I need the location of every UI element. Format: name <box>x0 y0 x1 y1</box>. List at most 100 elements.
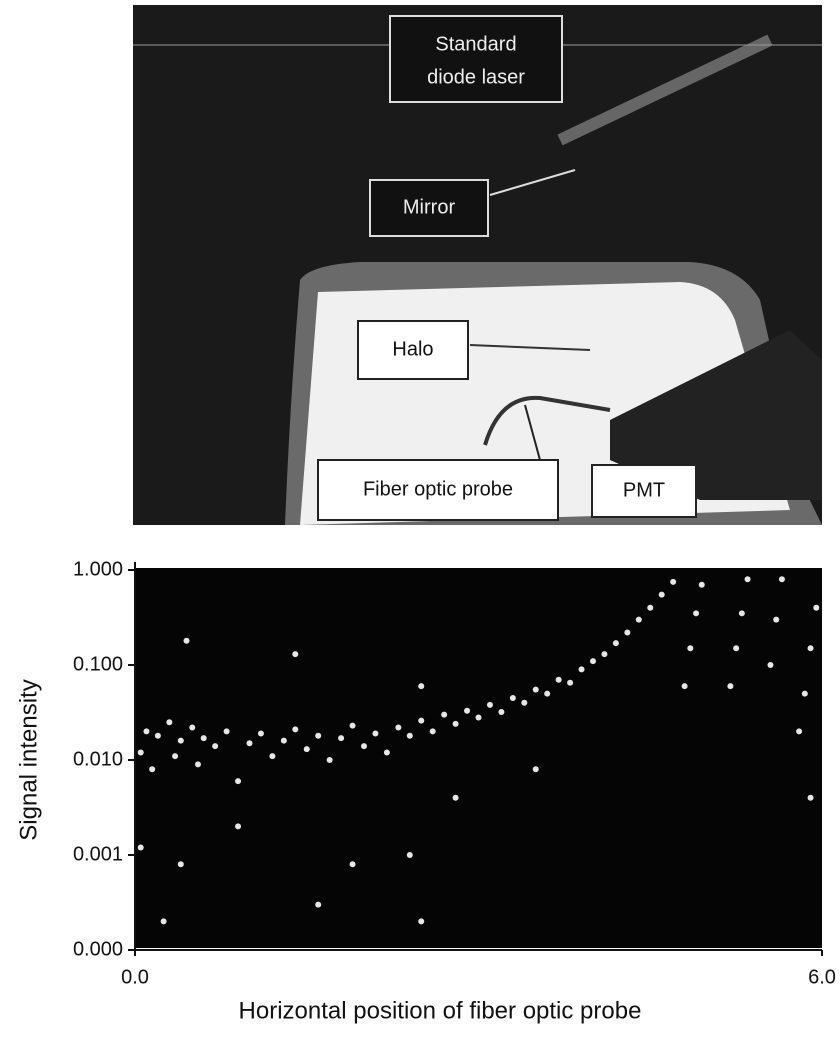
y-tick-label: 1.000 <box>73 558 123 580</box>
point <box>406 732 413 739</box>
photo-label: Mirror <box>403 196 456 218</box>
point <box>733 645 740 652</box>
point <box>486 701 493 708</box>
photo-label: PMT <box>623 479 665 501</box>
photo-label: Halo <box>392 338 433 360</box>
point <box>315 901 322 908</box>
point <box>395 724 402 731</box>
point <box>183 637 190 644</box>
laser-housing <box>557 34 773 146</box>
point <box>635 616 642 623</box>
label-box <box>389 15 563 103</box>
point <box>349 861 356 868</box>
point <box>372 730 379 737</box>
photo: Standard diode laser Mirror Halo Fiber o… <box>133 5 822 525</box>
mirror-pointer <box>489 169 576 196</box>
point <box>807 645 814 652</box>
point <box>429 728 436 735</box>
point <box>567 679 574 686</box>
point <box>418 918 425 925</box>
point <box>246 740 253 747</box>
x-tick-label: 0.0 <box>121 966 149 988</box>
probe-pointer <box>524 404 541 461</box>
point <box>257 730 264 737</box>
point <box>555 676 562 683</box>
point <box>452 720 459 727</box>
point <box>137 844 144 851</box>
point <box>801 690 808 697</box>
point <box>532 686 539 693</box>
point <box>269 753 276 760</box>
point <box>154 732 161 739</box>
point <box>521 699 528 706</box>
point <box>177 737 184 744</box>
point <box>212 743 219 750</box>
y-tick-label: 0.010 <box>73 748 123 770</box>
point <box>189 724 196 731</box>
point <box>778 576 785 583</box>
y-axis-label: Signal intensity <box>15 679 42 840</box>
point <box>544 690 551 697</box>
point <box>532 766 539 773</box>
point <box>160 918 167 925</box>
point <box>578 666 585 673</box>
point <box>452 794 459 801</box>
point <box>681 683 688 690</box>
point <box>166 719 173 726</box>
point <box>744 576 751 583</box>
point <box>693 610 700 617</box>
point <box>612 640 619 647</box>
photo-label: diode laser <box>427 66 525 88</box>
point <box>338 735 345 742</box>
point <box>194 761 201 768</box>
point <box>658 591 665 598</box>
point <box>418 683 425 690</box>
point <box>177 861 184 868</box>
point <box>315 732 322 739</box>
point <box>235 823 242 830</box>
point <box>143 728 150 735</box>
point <box>223 728 230 735</box>
plot-area <box>135 568 822 948</box>
y-tick-label: 0.100 <box>73 653 123 675</box>
y-tick-label: 0.000 <box>73 938 123 960</box>
point <box>406 852 413 858</box>
point <box>767 662 774 668</box>
point <box>280 737 287 744</box>
point <box>326 757 333 763</box>
point <box>303 746 310 753</box>
point <box>349 722 356 729</box>
point <box>687 645 694 652</box>
point <box>361 743 367 750</box>
point <box>601 651 608 658</box>
point <box>624 629 631 636</box>
point <box>292 726 299 733</box>
point <box>807 794 814 801</box>
label-box <box>369 179 489 237</box>
point <box>813 604 820 611</box>
point <box>475 714 482 721</box>
point <box>498 709 505 716</box>
point <box>590 658 596 665</box>
fiber <box>483 395 611 446</box>
x-axis-label: Horizontal position of fiber optic probe <box>239 997 642 1024</box>
point <box>796 728 803 735</box>
point <box>172 753 179 760</box>
point <box>464 707 471 714</box>
pmt-device <box>610 330 822 500</box>
point <box>235 778 242 785</box>
point <box>441 711 448 718</box>
halo-pointer <box>469 344 591 351</box>
point <box>698 581 705 588</box>
label-box <box>317 459 559 521</box>
point <box>647 604 654 611</box>
point <box>149 766 156 773</box>
point <box>509 694 516 701</box>
point <box>200 735 207 742</box>
photo-label: Fiber optic probe <box>363 478 513 500</box>
point <box>738 610 745 617</box>
point <box>418 717 425 724</box>
point <box>727 683 734 690</box>
